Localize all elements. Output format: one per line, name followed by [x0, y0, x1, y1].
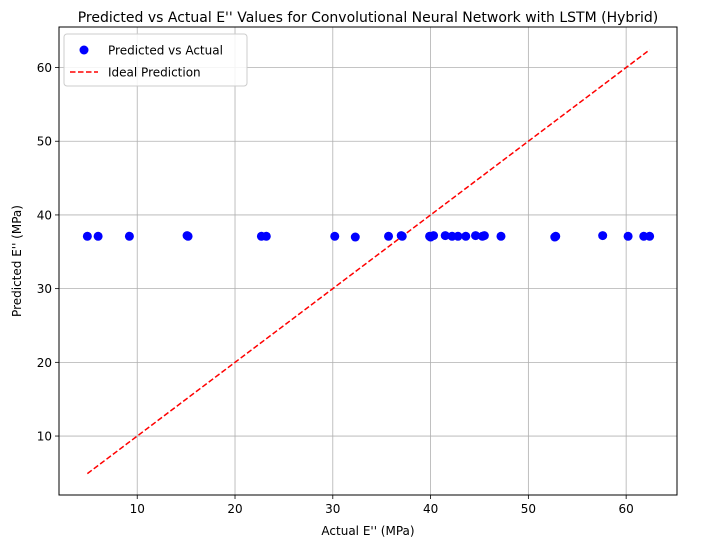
- legend-marker-scatter: [79, 45, 89, 55]
- scatter-point: [350, 232, 360, 242]
- series-layer: [82, 49, 655, 475]
- ideal-prediction-line: [86, 49, 651, 475]
- scatter-point: [623, 231, 633, 241]
- x-tick-label: 30: [325, 502, 340, 516]
- y-tick-label: 60: [37, 61, 52, 75]
- chart-title: Predicted vs Actual E'' Values for Convo…: [78, 10, 659, 26]
- legend: Predicted vs Actual Ideal Prediction: [63, 33, 248, 87]
- scatter-point: [429, 231, 439, 241]
- scatter-point: [183, 231, 193, 241]
- legend-box: [63, 33, 248, 87]
- x-tick-label: 10: [130, 502, 145, 516]
- scatter-point: [551, 231, 561, 241]
- legend-label-scatter: Predicted vs Actual: [108, 44, 223, 58]
- grid-lines: [59, 27, 677, 495]
- x-axis-label: Actual E'' (MPa): [321, 524, 414, 538]
- scatter-point: [461, 231, 471, 241]
- y-tick-label: 20: [37, 356, 52, 370]
- y-tick-label: 30: [37, 282, 52, 296]
- scatter-point: [124, 231, 134, 241]
- scatter-point: [82, 231, 92, 241]
- scatter-point: [397, 231, 407, 241]
- y-axis-label: Predicted E'' (MPa): [10, 205, 24, 317]
- y-tick-label: 10: [37, 430, 52, 444]
- x-tick-label: 60: [619, 502, 634, 516]
- scatter-point: [479, 231, 489, 241]
- scatter-point: [93, 231, 103, 241]
- scatter-point: [384, 231, 394, 241]
- scatter-point: [261, 231, 271, 241]
- scatter-point: [496, 231, 506, 241]
- legend-label-line: Ideal Prediction: [108, 66, 201, 80]
- y-tick-label: 50: [37, 135, 52, 149]
- plot-area-frame: [58, 26, 678, 496]
- scatter-point: [453, 231, 463, 241]
- scatter-point: [330, 231, 340, 241]
- scatter-point: [645, 231, 655, 241]
- scatter-point: [440, 231, 450, 241]
- x-tick-label: 50: [521, 502, 536, 516]
- scatter-point: [598, 231, 608, 241]
- y-tick-label: 40: [37, 208, 52, 222]
- scatter-point: [471, 231, 481, 241]
- axis-ticks: 10 20 30 40 50 60 10 20 30 40 50 60: [37, 61, 634, 516]
- x-tick-label: 20: [227, 502, 242, 516]
- x-tick-label: 40: [423, 502, 438, 516]
